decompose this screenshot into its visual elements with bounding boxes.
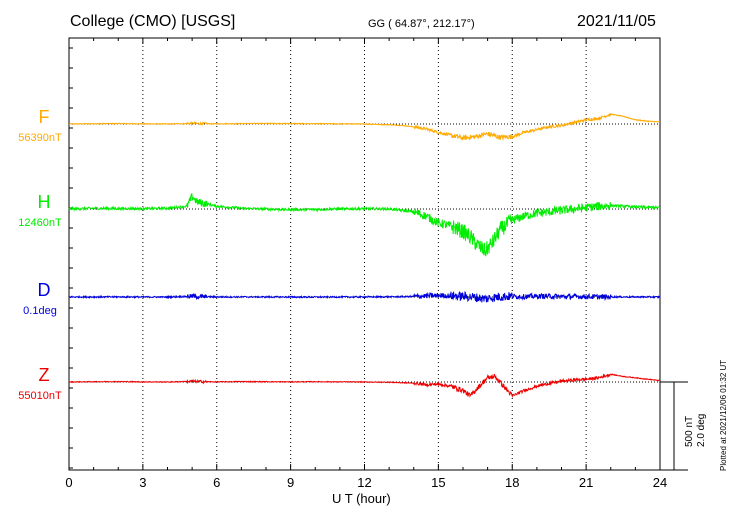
x-tick-label-12: 12 [357,475,371,490]
x-tick-label-6: 6 [213,475,220,490]
station-title: College (CMO) [USGS] [70,13,236,30]
component-label-D: D [38,280,51,300]
x-tick-label-0: 0 [65,475,72,490]
x-tick-label-24: 24 [653,475,667,490]
scale-bar-label-nt: 500 nT [684,415,695,447]
trace-F [68,113,660,141]
baseline-value-H: 12460nT [18,217,62,229]
plotted-timestamp: Plotted at 2021/12/06 01:32 UT [719,359,728,471]
x-tick-label-9: 9 [287,475,294,490]
trace-Z [68,373,661,399]
baseline-value-F: 56390nT [18,132,62,144]
scale-bar-label-deg: 2.0 deg [696,413,707,447]
baseline-value-Z: 55010nT [18,390,62,402]
component-label-F: F [39,107,50,127]
station-coords: GG ( 64.87°, 212.17°) [368,18,475,30]
baseline-value-D: 0.1deg [23,305,57,317]
x-axis-label: U T (hour) [332,491,391,506]
component-label-Z: Z [39,365,50,385]
x-tick-label-18: 18 [505,475,519,490]
component-label-H: H [38,192,51,212]
x-tick-label-15: 15 [431,475,445,490]
plot-date: 2021/11/05 [577,13,656,30]
x-tick-label-3: 3 [139,475,146,490]
trace-H [68,193,661,257]
trace-D [68,290,661,303]
x-tick-label-21: 21 [579,475,593,490]
